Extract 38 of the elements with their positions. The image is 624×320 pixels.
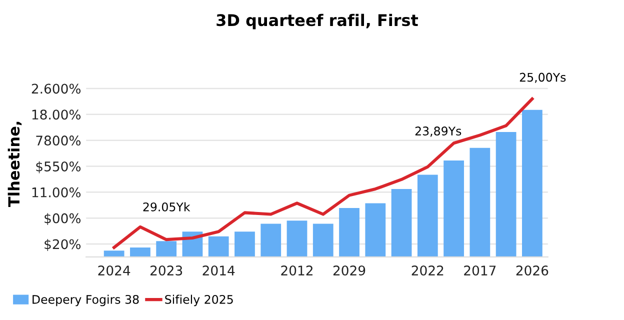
bar xyxy=(312,224,334,257)
text: 2.600% xyxy=(32,84,81,94)
bar xyxy=(130,247,150,257)
chart-title: 3D quarteef rafil, First xyxy=(216,14,418,30)
x-tick-label: 2012 xyxy=(281,266,312,276)
text: $00% xyxy=(44,213,81,226)
text: $550% xyxy=(36,161,81,174)
bar xyxy=(156,241,177,257)
bar xyxy=(234,232,255,257)
text: 18.00% xyxy=(32,110,81,120)
bar xyxy=(365,203,386,257)
legend-label: Sifiely 2025 xyxy=(165,294,233,306)
text: 25,00Ys xyxy=(520,72,566,83)
bar xyxy=(260,224,282,257)
bar xyxy=(286,220,308,257)
x-tick-label: 2022 xyxy=(412,266,444,276)
legend-label: Deepery Fogirs 38 xyxy=(32,294,139,306)
y-axis-title: Tlheetine, xyxy=(8,122,22,208)
text: $20% xyxy=(44,238,81,251)
x-tick-label: 2017 xyxy=(464,266,496,276)
text: 11.00% xyxy=(32,187,81,198)
bar xyxy=(208,236,229,257)
annotation: 23,89Ys xyxy=(415,126,462,137)
bar xyxy=(104,250,124,257)
annotation: 29.05Yk xyxy=(143,202,190,212)
bar xyxy=(522,110,542,257)
x-tick-label: 2026 xyxy=(516,266,548,276)
bar xyxy=(417,174,438,257)
x-tick-label: 2029 xyxy=(333,266,366,276)
x-tick-label: 2023 xyxy=(150,266,182,276)
bar xyxy=(444,160,464,257)
text: 7800% xyxy=(36,136,81,146)
x-tick-label: 2024 xyxy=(98,266,130,276)
bar xyxy=(496,132,516,257)
bar xyxy=(391,188,412,257)
bar xyxy=(339,208,360,257)
x-tick-label: 2014 xyxy=(202,266,235,276)
bar xyxy=(470,148,490,257)
